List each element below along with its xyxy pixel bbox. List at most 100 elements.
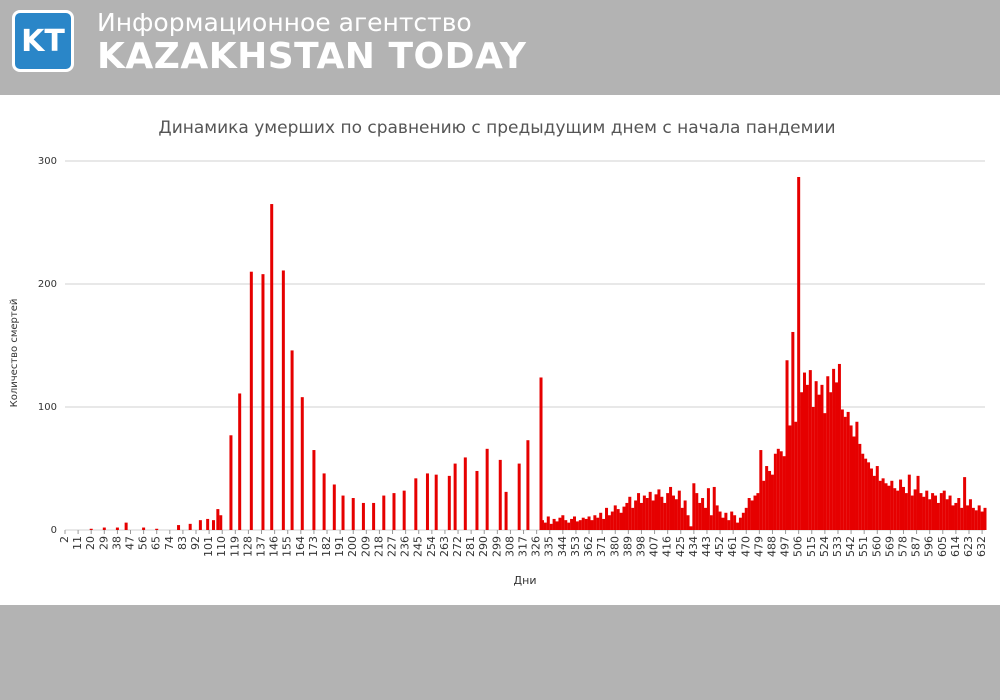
x-tick-label: 416	[661, 536, 674, 557]
bar	[843, 416, 847, 530]
bar	[712, 486, 716, 530]
bar	[823, 413, 827, 530]
x-tick-label: 38	[110, 536, 123, 550]
bar	[957, 498, 961, 530]
bar	[983, 507, 987, 530]
bar	[142, 527, 146, 530]
bar	[875, 466, 879, 530]
bar	[453, 463, 457, 530]
y-tick-label: 100	[38, 402, 57, 413]
bar	[631, 507, 635, 530]
bar	[934, 495, 938, 530]
bar	[919, 493, 923, 530]
bar	[776, 448, 780, 530]
x-tick-label: 443	[700, 536, 713, 557]
bar	[607, 515, 611, 530]
bar	[485, 448, 489, 530]
bar	[925, 490, 929, 530]
bar	[619, 512, 623, 530]
bar	[899, 479, 903, 530]
bar	[341, 495, 345, 530]
bar	[669, 486, 673, 530]
bar	[361, 502, 365, 530]
bar	[540, 520, 544, 530]
bar	[759, 450, 763, 530]
x-tick-label: 353	[569, 536, 582, 557]
bar	[622, 506, 626, 530]
bar	[188, 523, 192, 530]
bar	[750, 500, 754, 530]
bar	[666, 493, 670, 530]
bar	[543, 522, 547, 530]
x-tick-label: 92	[189, 536, 202, 550]
bar	[785, 360, 789, 530]
y-tick-label: 200	[38, 279, 57, 290]
bar	[747, 498, 751, 530]
bar	[581, 517, 585, 530]
bar	[849, 425, 853, 530]
x-tick-label: 254	[425, 536, 438, 557]
header: KT Информационное агентство KAZAKHSTAN T…	[0, 0, 1000, 95]
x-tick-label: 398	[634, 536, 647, 557]
bar	[680, 507, 684, 530]
bar	[963, 477, 967, 530]
bar	[709, 515, 713, 530]
bar	[425, 473, 429, 530]
bar	[704, 507, 708, 530]
x-tick-label: 389	[621, 536, 634, 557]
x-tick-label: 569	[883, 536, 896, 557]
bar	[683, 500, 687, 530]
x-tick-label: 146	[268, 536, 281, 557]
bar	[974, 510, 978, 530]
bar	[625, 502, 629, 530]
bar	[820, 384, 824, 530]
x-tick-label: 272	[451, 536, 464, 557]
bar	[270, 204, 274, 531]
x-tick-label: 614	[949, 536, 962, 557]
bar	[701, 498, 705, 530]
x-tick-label: 110	[215, 536, 228, 557]
bar	[788, 425, 792, 530]
bar	[861, 453, 865, 530]
bar	[674, 499, 678, 530]
bar	[869, 468, 873, 530]
bar	[654, 494, 658, 530]
bar	[733, 515, 737, 530]
bar	[517, 463, 521, 530]
x-tick-label: 290	[477, 536, 490, 557]
x-tick-label: 434	[687, 536, 700, 557]
bar	[762, 480, 766, 530]
bar	[802, 372, 806, 530]
bar	[907, 474, 911, 530]
bar	[567, 522, 571, 530]
logo[interactable]: KT	[12, 10, 74, 72]
bar	[689, 526, 693, 530]
x-tick-label: 137	[255, 536, 268, 557]
bar	[835, 382, 839, 530]
bar	[913, 489, 917, 530]
bar	[177, 525, 181, 530]
x-tick-label: 74	[163, 536, 176, 550]
bar	[463, 457, 467, 530]
bar	[584, 518, 588, 530]
bar	[901, 486, 905, 530]
bar	[805, 384, 809, 530]
x-tick-label: 551	[857, 536, 870, 557]
x-tick-label: 227	[386, 536, 399, 557]
x-tick-label: 47	[124, 536, 137, 550]
x-tick-label: 560	[870, 536, 883, 557]
x-tick-label: 407	[648, 536, 661, 557]
bar	[570, 518, 574, 530]
bar	[290, 350, 294, 530]
x-tick-label: 20	[84, 536, 97, 550]
bar	[904, 493, 908, 530]
bar	[945, 499, 949, 530]
bar	[322, 473, 326, 530]
x-tick-label: 191	[333, 536, 346, 557]
bar	[402, 490, 406, 530]
bar	[773, 453, 777, 530]
bar	[526, 440, 530, 530]
bar	[744, 507, 748, 530]
bar	[351, 498, 355, 530]
